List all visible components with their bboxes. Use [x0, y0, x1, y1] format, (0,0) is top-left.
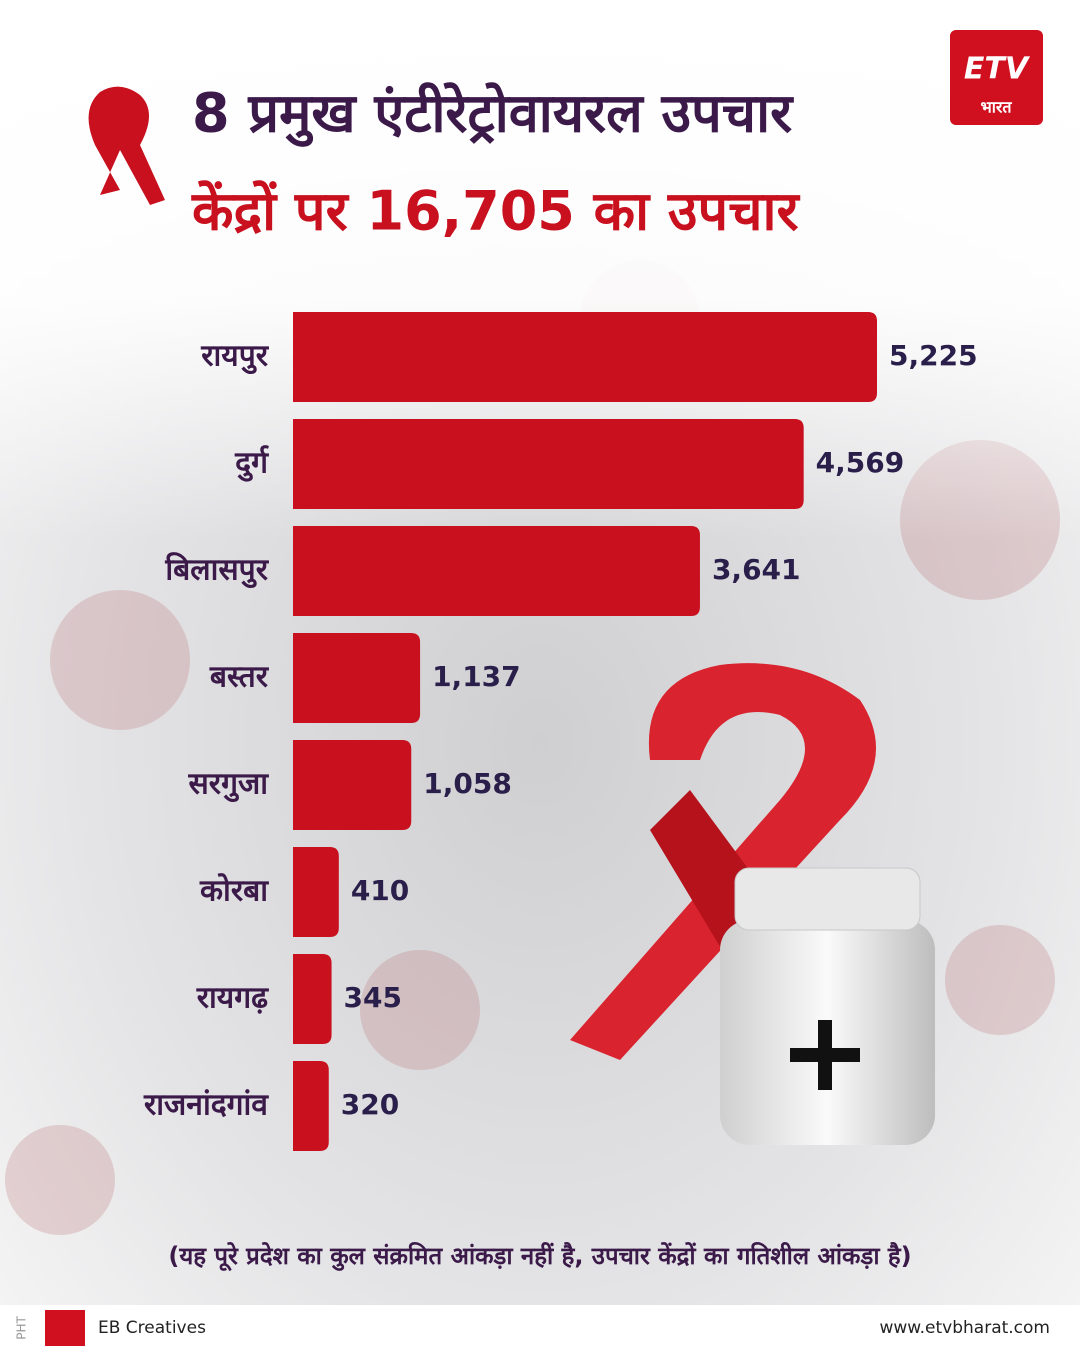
category-label: बिलासपुर [164, 552, 269, 589]
value-label: 1,137 [432, 660, 521, 693]
value-label: 5,225 [889, 339, 978, 372]
value-label: 3,641 [712, 553, 801, 586]
footer [0, 1305, 1080, 1350]
bar [293, 1061, 329, 1151]
bar [293, 954, 332, 1044]
logo-box [950, 30, 1043, 125]
category-label: कोरबा [199, 873, 269, 909]
footer-code: PHT [15, 1316, 29, 1340]
bar [293, 526, 700, 616]
bar [293, 740, 412, 830]
value-label: 1,058 [423, 767, 512, 800]
bar [293, 847, 339, 937]
category-label: बस्तर [209, 660, 270, 695]
bar [293, 419, 804, 509]
category-label: रायपुर [200, 339, 269, 375]
bar [293, 633, 421, 723]
value-label: 4,569 [816, 446, 905, 479]
title: 8 प्रमुख एंटीरेट्रोवायरल उपचार [192, 82, 794, 148]
footer-website: www.etvbharat.com [879, 1318, 1050, 1338]
bottle-illustration [720, 867, 935, 1145]
footnote: (यह पूरे प्रदेश का कुल संक्रमित आंकड़ा न… [168, 1242, 911, 1272]
category-label: राजनांदगांव [143, 1088, 269, 1123]
logo-text: ETV [964, 52, 1031, 87]
ribbon-icon [88, 86, 165, 205]
footer-logo [45, 1310, 85, 1346]
bar [293, 312, 877, 402]
subtitle: केंद्रों पर 16,705 का उपचार [191, 180, 800, 243]
value-label: 345 [344, 981, 402, 1014]
footer-creatives: EB Creatives [98, 1318, 206, 1338]
value-label: 320 [341, 1088, 399, 1121]
category-label: रायगढ़ [196, 981, 269, 1016]
category-label: दुर्ग [234, 445, 269, 483]
value-label: 410 [351, 874, 409, 907]
category-label: सरगुजा [188, 767, 270, 803]
logo-sub: भारत [980, 98, 1012, 117]
